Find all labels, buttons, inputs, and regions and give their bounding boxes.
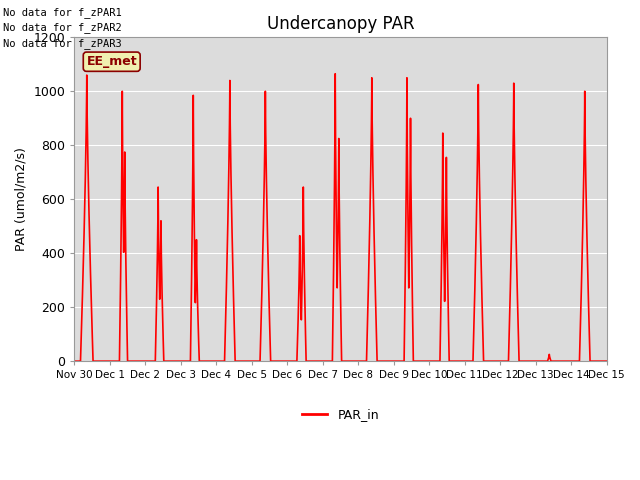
Text: No data for f_zPAR2: No data for f_zPAR2 — [3, 23, 122, 34]
Text: EE_met: EE_met — [86, 55, 137, 68]
Text: No data for f_zPAR1: No data for f_zPAR1 — [3, 7, 122, 18]
Title: Undercanopy PAR: Undercanopy PAR — [267, 15, 414, 33]
Legend: PAR_in: PAR_in — [297, 403, 384, 426]
Y-axis label: PAR (umol/m2/s): PAR (umol/m2/s) — [15, 147, 28, 251]
Text: No data for f_zPAR3: No data for f_zPAR3 — [3, 38, 122, 49]
